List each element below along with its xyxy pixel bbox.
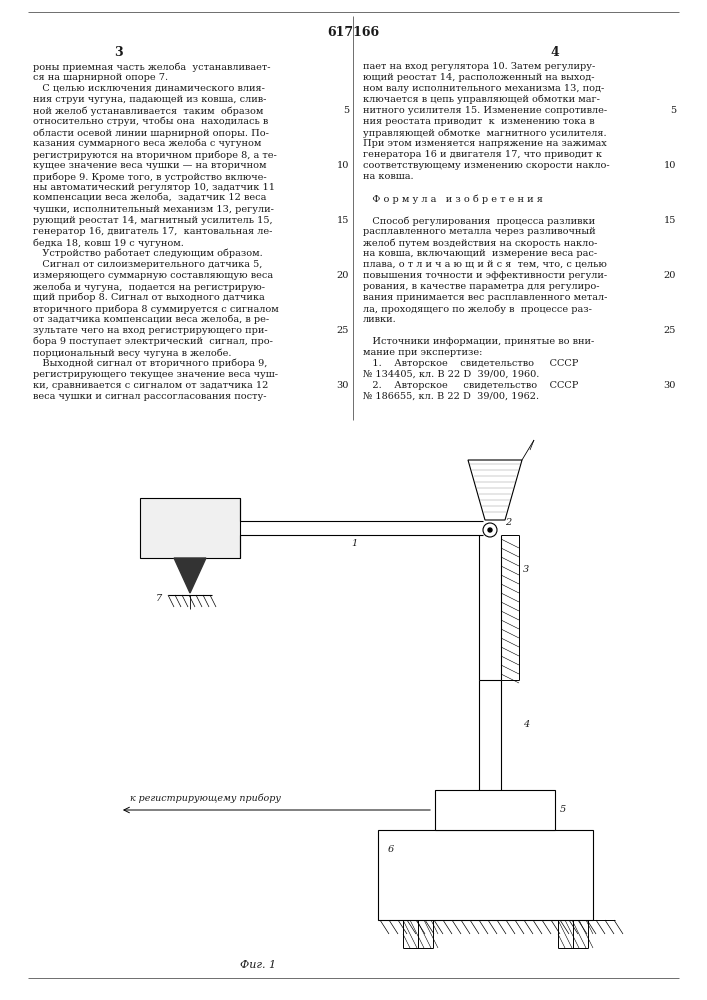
Text: роны приемная часть желоба  устанавливает-: роны приемная часть желоба устанавливает…: [33, 62, 271, 72]
Text: бедка 18, ковш 19 с чугуном.: бедка 18, ковш 19 с чугуном.: [33, 238, 184, 247]
Text: 7: 7: [156, 594, 162, 603]
Text: 25: 25: [337, 326, 349, 335]
Text: на ковша.: на ковша.: [363, 172, 414, 181]
Text: вторичного прибора 8 суммируется с сигналом: вторичного прибора 8 суммируется с сигна…: [33, 304, 279, 314]
Text: зультате чего на вход регистрирующего при-: зультате чего на вход регистрирующего пр…: [33, 326, 268, 335]
Text: ла, проходящего по желобу в  процессе раз-: ла, проходящего по желобу в процессе раз…: [363, 304, 592, 314]
Text: 6: 6: [388, 845, 395, 854]
Text: 5: 5: [343, 106, 349, 115]
Text: расплавленного металла через разливочный: расплавленного металла через разливочный: [363, 227, 595, 236]
Text: 1.    Авторское    свидетельство     СССР: 1. Авторское свидетельство СССР: [363, 359, 578, 368]
Text: генератора 16 и двигателя 17, что приводит к: генератора 16 и двигателя 17, что привод…: [363, 150, 602, 159]
Text: желоба и чугуна,  подается на регистрирую-: желоба и чугуна, подается на регистрирую…: [33, 282, 265, 292]
Text: 2.    Авторское     свидетельство    СССР: 2. Авторское свидетельство СССР: [363, 381, 578, 390]
Text: нитного усилителя 15. Изменение сопротивле-: нитного усилителя 15. Изменение сопротив…: [363, 106, 607, 115]
Text: ки, сравнивается с сигналом от задатчика 12: ки, сравнивается с сигналом от задатчика…: [33, 381, 269, 390]
Text: 4: 4: [523, 720, 530, 729]
Text: измеряющего суммарную составляющую веса: измеряющего суммарную составляющую веса: [33, 271, 273, 280]
Text: порциональный весу чугуна в желобе.: порциональный весу чугуна в желобе.: [33, 348, 231, 358]
Text: повышения точности и эффективности регули-: повышения точности и эффективности регул…: [363, 271, 607, 280]
Text: 2: 2: [505, 518, 511, 527]
Text: 10: 10: [664, 161, 676, 170]
Text: чушки, исполнительный механизм 13, регули-: чушки, исполнительный механизм 13, регул…: [33, 205, 274, 214]
Text: 15: 15: [337, 216, 349, 225]
Text: ния струи чугуна, падающей из ковша, слив-: ния струи чугуна, падающей из ковша, сли…: [33, 95, 267, 104]
Text: пает на вход регулятора 10. Затем регулиру-: пает на вход регулятора 10. Затем регули…: [363, 62, 595, 71]
Text: 15: 15: [664, 216, 676, 225]
Text: регистрируются на вторичном приборе 8, а те-: регистрируются на вторичном приборе 8, а…: [33, 150, 276, 159]
Text: генератор 16, двигатель 17,  кантовальная ле-: генератор 16, двигатель 17, кантовальная…: [33, 227, 272, 236]
Text: ной желоб устанавливается  таким  образом: ной желоб устанавливается таким образом: [33, 106, 264, 115]
Text: щий прибор 8. Сигнал от выходного датчика: щий прибор 8. Сигнал от выходного датчик…: [33, 293, 264, 302]
Text: ключается в цепь управляющей обмотки маг-: ключается в цепь управляющей обмотки маг…: [363, 95, 600, 104]
Text: вания принимается вес расплавленного метал-: вания принимается вес расплавленного мет…: [363, 293, 607, 302]
Text: кущее значение веса чушки — на вторичном: кущее значение веса чушки — на вторичном: [33, 161, 267, 170]
Text: Фиг. 1: Фиг. 1: [240, 960, 276, 970]
Text: желоб путем воздействия на скорость накло-: желоб путем воздействия на скорость накл…: [363, 238, 597, 247]
Text: 3: 3: [114, 45, 122, 58]
Text: регистрирующего текущее значение веса чуш-: регистрирующего текущее значение веса чу…: [33, 370, 278, 379]
Text: Выходной сигнал от вторичного прибора 9,: Выходной сигнал от вторичного прибора 9,: [33, 359, 267, 368]
Text: 617166: 617166: [327, 25, 379, 38]
Text: на ковша, включающий  измерение веса рас-: на ковша, включающий измерение веса рас-: [363, 249, 597, 258]
Text: 1: 1: [351, 539, 357, 548]
Bar: [140, 498, 240, 558]
Text: 25: 25: [664, 326, 676, 335]
Text: мание при экспертизе:: мание при экспертизе:: [363, 348, 482, 357]
Text: плава, о т л и ч а ю щ и й с я  тем, что, с целью: плава, о т л и ч а ю щ и й с я тем, что,…: [363, 260, 607, 269]
Text: При этом изменяется напряжение на зажимах: При этом изменяется напряжение на зажима…: [363, 139, 607, 148]
Polygon shape: [468, 460, 522, 520]
Text: области осевой линии шарнирной опоры. По-: области осевой линии шарнирной опоры. По…: [33, 128, 269, 137]
Text: ном валу исполнительного механизма 13, под-: ном валу исполнительного механизма 13, п…: [363, 84, 604, 93]
Text: компенсации веса желоба,  задатчик 12 веса: компенсации веса желоба, задатчик 12 вес…: [33, 194, 267, 203]
Text: ющий реостат 14, расположенный на выход-: ющий реостат 14, расположенный на выход-: [363, 73, 595, 82]
Text: рования, в качестве параметра для регулиро-: рования, в качестве параметра для регули…: [363, 282, 600, 291]
Text: С целью исключения динамического влия-: С целью исключения динамического влия-: [33, 84, 265, 93]
Text: от задатчика компенсации веса желоба, в ре-: от задатчика компенсации веса желоба, в …: [33, 315, 269, 324]
Text: относительно струи, чтобы она  находилась в: относительно струи, чтобы она находилась…: [33, 117, 268, 126]
Text: рующий реостат 14, магнитный усилитель 15,: рующий реостат 14, магнитный усилитель 1…: [33, 216, 273, 225]
Text: Источники информации, принятые во вни-: Источники информации, принятые во вни-: [363, 337, 595, 346]
Text: 10: 10: [337, 161, 349, 170]
Text: Ф о р м у л а   и з о б р е т е н и я: Ф о р м у л а и з о б р е т е н и я: [363, 194, 543, 204]
Text: управляющей обмотке  магнитного усилителя.: управляющей обмотке магнитного усилителя…: [363, 128, 607, 137]
Text: казания суммарного веса желоба с чугуном: казания суммарного веса желоба с чугуном: [33, 139, 262, 148]
Text: приборе 9. Кроме того, в устройство включе-: приборе 9. Кроме того, в устройство вклю…: [33, 172, 267, 182]
Text: № 134405, кл. В 22 D  39/00, 1960.: № 134405, кл. В 22 D 39/00, 1960.: [363, 370, 539, 379]
Text: 30: 30: [337, 381, 349, 390]
Bar: [435, 790, 555, 830]
Text: 3: 3: [523, 565, 530, 574]
Circle shape: [488, 528, 492, 532]
Text: ния реостата приводит  к  изменению тока в: ния реостата приводит к изменению тока в: [363, 117, 595, 126]
Text: 5: 5: [560, 806, 566, 814]
Text: 20: 20: [337, 271, 349, 280]
Text: соответствующему изменению скорости накло-: соответствующему изменению скорости накл…: [363, 161, 609, 170]
Text: ны автоматический регулятор 10, задатчик 11: ны автоматический регулятор 10, задатчик…: [33, 183, 275, 192]
Text: веса чушки и сигнал рассогласования посту-: веса чушки и сигнал рассогласования пост…: [33, 392, 267, 401]
Text: ливки.: ливки.: [363, 315, 397, 324]
Text: ся на шарнирной опоре 7.: ся на шарнирной опоре 7.: [33, 73, 168, 82]
Text: Способ регулирования  процесса разливки: Способ регулирования процесса разливки: [363, 216, 595, 226]
Text: бора 9 поступает электрический  сигнал, про-: бора 9 поступает электрический сигнал, п…: [33, 337, 273, 347]
Text: 20: 20: [664, 271, 676, 280]
Text: № 186655, кл. В 22 D  39/00, 1962.: № 186655, кл. В 22 D 39/00, 1962.: [363, 392, 539, 401]
Text: 5: 5: [670, 106, 676, 115]
Text: 30: 30: [664, 381, 676, 390]
Text: к регистрирующему прибору: к регистрирующему прибору: [130, 794, 281, 803]
Text: Устройство работает следующим образом.: Устройство работает следующим образом.: [33, 249, 263, 258]
Text: 4: 4: [551, 45, 559, 58]
Bar: [378, 830, 593, 920]
Text: Сигнал от силоизмерительного датчика 5,: Сигнал от силоизмерительного датчика 5,: [33, 260, 262, 269]
Polygon shape: [174, 558, 206, 593]
